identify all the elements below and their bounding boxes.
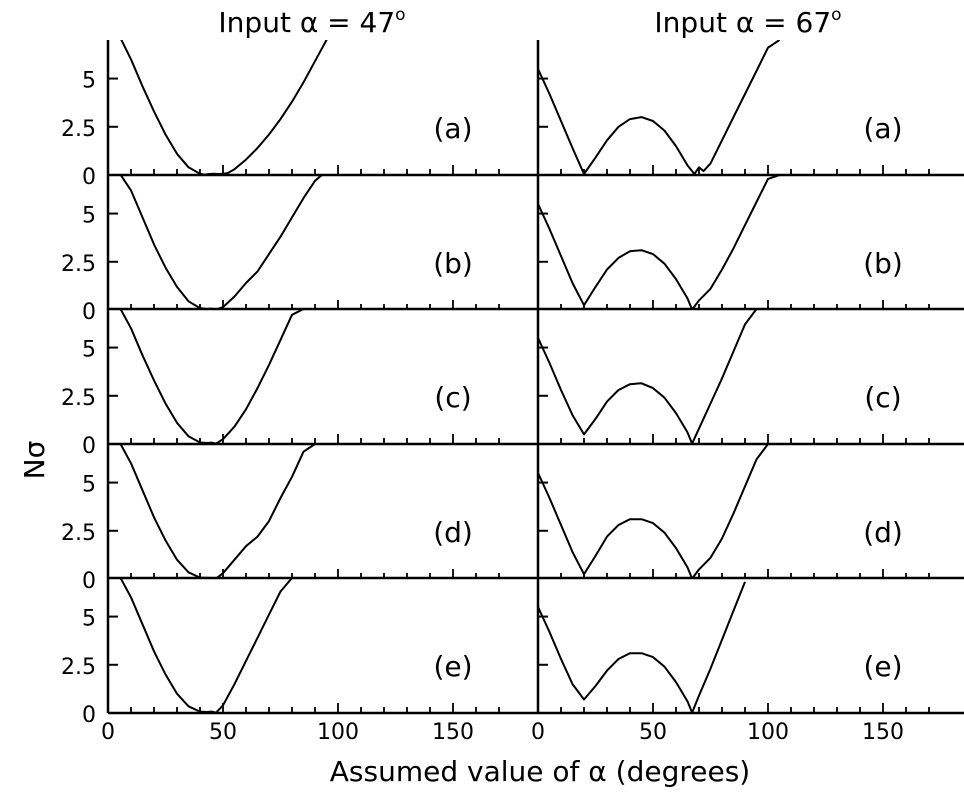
y-tick-label-0-0: 0 — [82, 165, 96, 190]
y-tick-label-2-2: 5 — [82, 338, 96, 363]
panels-layer: (a) (b) (c) (d) (e) (a) (b) (c) (d) (e) — [119, 40, 903, 713]
x-tick-label-left-3: 150 — [432, 720, 474, 745]
series-line-left-0 — [120, 40, 328, 175]
x-tick-label-right-3: 150 — [862, 720, 904, 745]
series-line-left-4 — [119, 578, 304, 713]
y-axis-label: Nσ — [18, 441, 51, 480]
series-line-right-0 — [538, 40, 781, 175]
x-tick-label-left-2: 100 — [317, 720, 359, 745]
panel-label-right-2: (c) — [864, 381, 901, 414]
panel-label-right-1: (b) — [863, 247, 903, 280]
y-tick-label-0-2: 5 — [82, 69, 96, 94]
y-tick-label-2-1: 2.5 — [61, 386, 96, 411]
x-axis-label: Assumed value of α (degrees) — [330, 755, 750, 788]
panel-label-right-4: (e) — [863, 650, 902, 683]
y-tick-label-1-1: 2.5 — [61, 252, 96, 277]
y-tick-label-3-2: 5 — [82, 473, 96, 498]
y-tick-label-0-1: 2.5 — [61, 117, 96, 142]
column-title-left-sup: o — [395, 5, 405, 25]
series-line-left-1 — [119, 175, 324, 310]
column-title-left: Input α = 47o — [218, 5, 405, 39]
panel-label-right-3: (d) — [863, 516, 903, 549]
panel-label-left-3: (d) — [433, 516, 473, 549]
series-line-right-3 — [538, 444, 769, 579]
x-tick-label-right-0: 0 — [531, 720, 545, 745]
column-title-right: Input α = 67o — [654, 5, 841, 39]
x-tick-label-left-0: 0 — [101, 720, 115, 745]
y-tick-label-3-0: 0 — [82, 569, 96, 594]
series-line-right-4 — [538, 581, 746, 713]
panel-label-left-2: (c) — [434, 381, 471, 414]
series-line-left-2 — [119, 309, 311, 444]
y-tick-label-1-2: 5 — [82, 204, 96, 229]
panel-label-left-0: (a) — [433, 112, 472, 145]
series-line-right-1 — [538, 175, 780, 310]
y-tick-label-4-1: 2.5 — [61, 655, 96, 680]
panel-label-right-0: (a) — [863, 112, 902, 145]
series-line-right-2 — [538, 309, 758, 444]
panel-label-left-1: (b) — [433, 247, 473, 280]
x-tick-label-right-1: 50 — [639, 720, 667, 745]
panel-label-left-4: (e) — [433, 650, 472, 683]
y-tick-label-2-0: 0 — [82, 434, 96, 459]
series-line-left-3 — [119, 444, 316, 579]
y-tick-label-4-0: 0 — [82, 703, 96, 728]
column-title-right-text: Input α = 67 — [654, 6, 831, 39]
x-tick-label-left-1: 50 — [209, 720, 237, 745]
column-title-left-text: Input α = 47 — [218, 6, 395, 39]
y-tick-label-1-0: 0 — [82, 300, 96, 325]
x-tick-label-right-2: 100 — [747, 720, 789, 745]
y-tick-label-3-1: 2.5 — [61, 521, 96, 546]
column-title-right-sup: o — [831, 5, 841, 25]
y-tick-label-4-2: 5 — [82, 607, 96, 632]
axes-frame — [106, 40, 964, 715]
